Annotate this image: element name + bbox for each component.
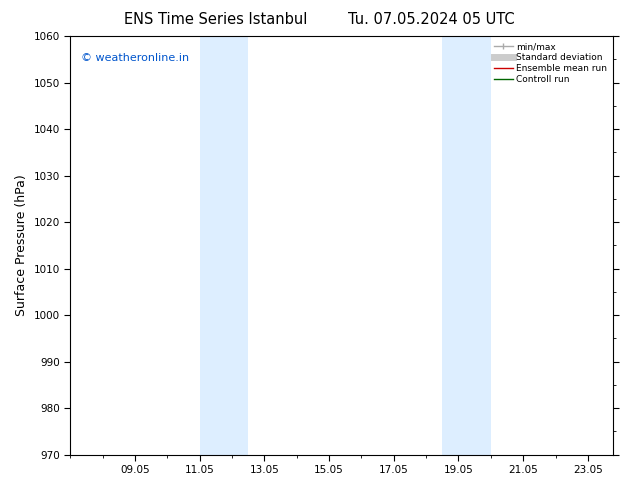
Y-axis label: Surface Pressure (hPa): Surface Pressure (hPa) (15, 174, 28, 316)
Text: © weatheronline.in: © weatheronline.in (81, 53, 189, 63)
Text: ENS Time Series Istanbul: ENS Time Series Istanbul (124, 12, 307, 27)
Bar (443, 36, 491, 455)
Bar (200, 36, 248, 455)
Legend: min/max, Standard deviation, Ensemble mean run, Controll run: min/max, Standard deviation, Ensemble me… (493, 41, 609, 86)
Text: Tu. 07.05.2024 05 UTC: Tu. 07.05.2024 05 UTC (348, 12, 514, 27)
